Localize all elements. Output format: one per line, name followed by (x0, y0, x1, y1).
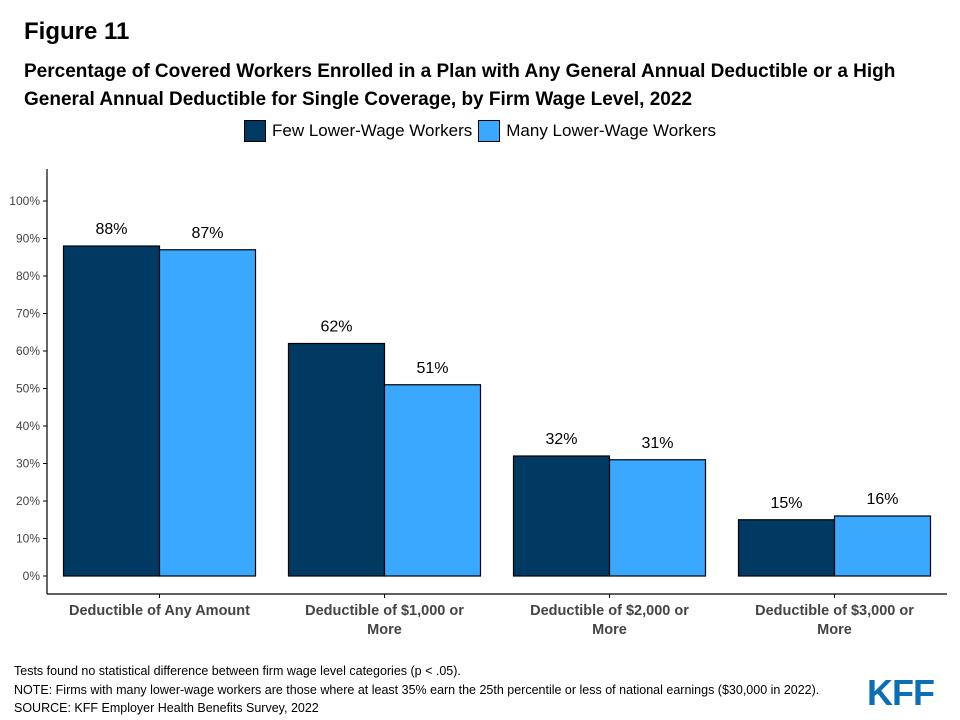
y-tick-label: 80% (16, 269, 40, 283)
legend-label-many: Many Lower-Wage Workers (506, 121, 716, 140)
data-label: 88% (95, 221, 127, 238)
legend-item-few: Few Lower-Wage Workers (243, 120, 473, 142)
y-tick-label: 100% (9, 194, 40, 208)
y-tick-label: 10% (16, 532, 40, 546)
y-tick-label: 70% (16, 307, 40, 321)
x-category-label: More (817, 622, 852, 638)
y-tick-label: 60% (16, 344, 40, 358)
x-category-label: Deductible of $1,000 or (305, 603, 464, 619)
y-tick-label: 40% (16, 419, 40, 433)
x-category-label: Deductible of $3,000 or (755, 603, 914, 619)
data-label: 51% (416, 360, 448, 377)
stat-test-note: Tests found no statistical difference be… (14, 664, 461, 678)
bar-few-2 (512, 455, 611, 577)
y-tick-label: 30% (16, 457, 40, 471)
data-label: 31% (641, 435, 673, 452)
legend: Few Lower-Wage Workers Many Lower-Wage W… (0, 120, 960, 142)
bar-many-0 (158, 249, 257, 577)
data-label: 87% (191, 225, 223, 242)
bar-few-1 (287, 342, 386, 577)
bar-many-1 (383, 384, 482, 577)
y-tick-label: 90% (16, 232, 40, 246)
data-label: 15% (770, 495, 802, 512)
figure-label: Figure 11 (24, 18, 130, 45)
bar-few-0 (62, 245, 161, 577)
legend-swatch-many (478, 120, 501, 142)
data-label: 16% (866, 491, 898, 508)
x-category-label: More (592, 622, 627, 638)
chart-title: Percentage of Covered Workers Enrolled i… (24, 61, 896, 110)
data-label: 62% (320, 319, 352, 336)
x-category-label: More (367, 622, 402, 638)
kff-logo: KFF (867, 672, 935, 713)
data-label: 32% (545, 431, 577, 448)
source-note: SOURCE: KFF Employer Health Benefits Sur… (14, 701, 319, 715)
bar-many-3 (833, 515, 932, 577)
legend-swatch-few (243, 120, 266, 142)
footnote: NOTE: Firms with many lower-wage workers… (14, 683, 820, 697)
bar-many-2 (608, 459, 707, 577)
x-category-label: Deductible of Any Amount (69, 603, 250, 619)
y-tick-label: 0% (23, 569, 41, 583)
bar-few-3 (737, 519, 836, 577)
x-category-label: Deductible of $2,000 or (530, 603, 689, 619)
legend-item-many: Many Lower-Wage Workers (478, 120, 716, 142)
bar-chart: 0% 10% 20% 30% 40% 50% 60% 70% 80% 90% 100% 88% 87% D… (9, 169, 947, 638)
y-tick-label: 20% (16, 494, 40, 508)
y-tick-label: 50% (16, 382, 40, 396)
legend-label-few: Few Lower-Wage Workers (271, 121, 473, 140)
